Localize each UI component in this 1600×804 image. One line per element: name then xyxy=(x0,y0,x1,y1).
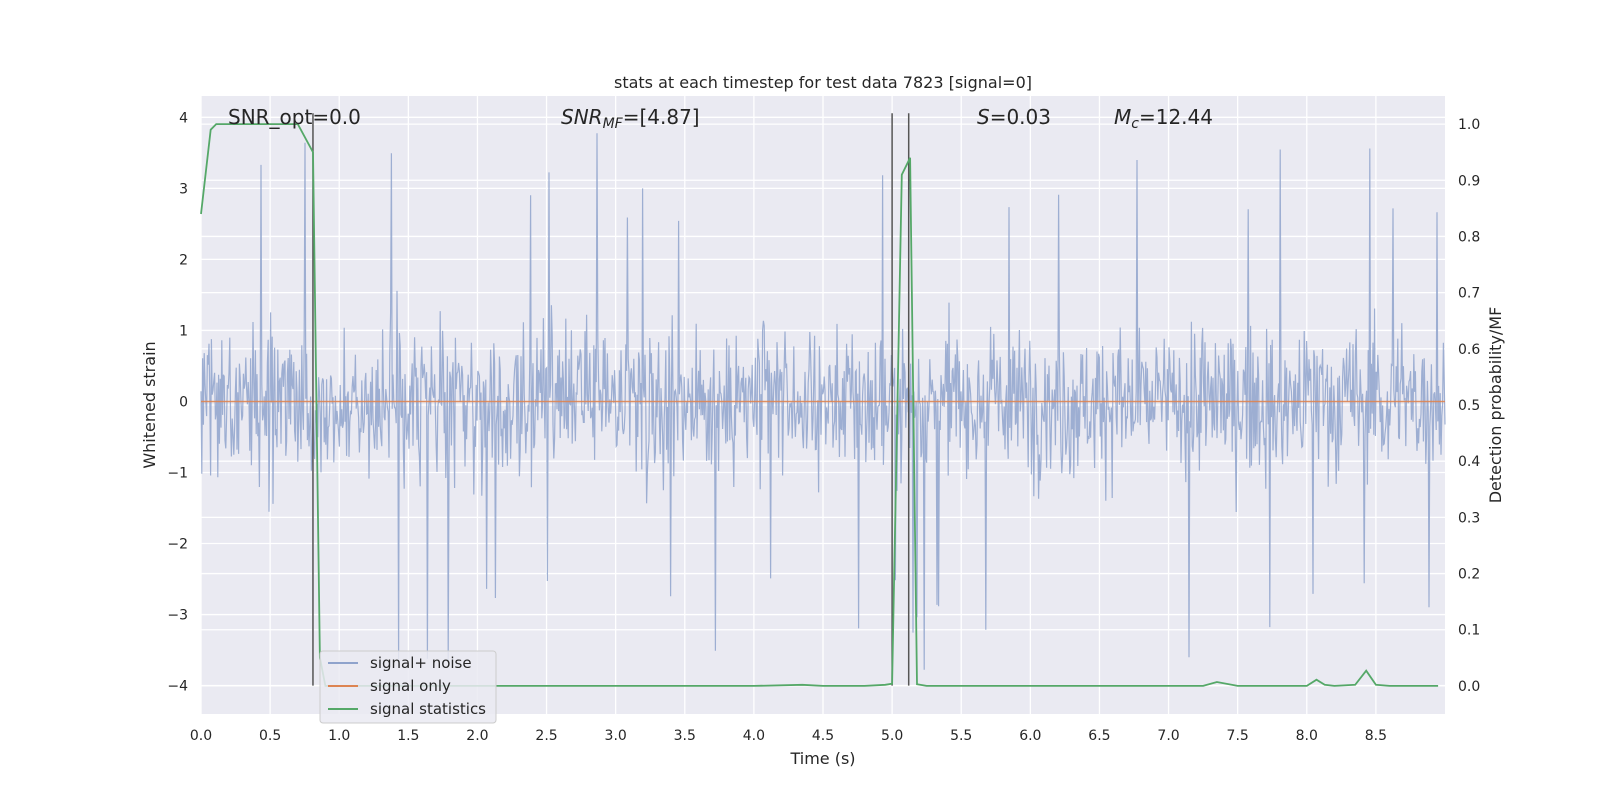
annotation-mc-value: =12.44 xyxy=(1139,105,1213,129)
x-tick-label: 7.0 xyxy=(1157,728,1179,744)
y-right-tick-label: 0.1 xyxy=(1458,623,1480,639)
legend-label-signal-only: signal only xyxy=(370,677,451,695)
y-left-tick-label: −3 xyxy=(167,608,188,624)
y-left-tick-label: 0 xyxy=(179,394,188,410)
y-right-tick-label: 0.4 xyxy=(1458,454,1480,470)
annotation-snr-opt: SNR_opt=0.0 xyxy=(228,105,361,129)
x-tick-label: 8.0 xyxy=(1296,728,1318,744)
noise-series xyxy=(200,133,1446,670)
noise-trace xyxy=(200,133,1446,670)
y-right-tick-label: 0.6 xyxy=(1458,342,1480,358)
y-right-tick-label: 0.5 xyxy=(1458,398,1480,414)
y-right-tick-label: 0.8 xyxy=(1458,229,1480,245)
y-right-tick-label: 0.0 xyxy=(1458,679,1480,695)
x-tick-label: 7.5 xyxy=(1227,728,1249,744)
x-tick-label: 3.0 xyxy=(605,728,627,744)
y-right-tick-labels: 1.0 0.9 0.8 0.7 0.6 0.5 0.4 0.3 0.2 0.1 0.0 xyxy=(1458,117,1480,695)
y-left-tick-label: 1 xyxy=(179,323,188,339)
x-tick-label: 5.5 xyxy=(950,728,972,744)
y-left-tick-label: −2 xyxy=(167,537,188,553)
y-right-tick-label: 0.7 xyxy=(1458,286,1480,302)
annotation-snr-mf-prefix: SNR xyxy=(561,105,603,129)
legend: signal+ noise signal only signal statist… xyxy=(319,650,497,724)
x-tick-label: 1.0 xyxy=(328,728,350,744)
annotation-snr-mf: SNRMF=[4.87] xyxy=(561,105,700,132)
annotation-snr-mf-sub: MF xyxy=(603,116,624,132)
y-left-tick-label: 2 xyxy=(179,252,188,268)
x-tick-label: 4.5 xyxy=(812,728,834,744)
annotation-snr-mf-value: =[4.87] xyxy=(623,105,700,129)
y-right-tick-label: 0.9 xyxy=(1458,173,1480,189)
signal-statistics-line xyxy=(200,123,1439,687)
x-tick-label: 5.0 xyxy=(881,728,903,744)
y-left-tick-label: −1 xyxy=(167,465,188,481)
x-tick-label: 2.5 xyxy=(535,728,557,744)
annotation-mc-symbol: M xyxy=(1114,105,1131,129)
y-right-tick-label: 0.2 xyxy=(1458,567,1480,583)
x-tick-label: 2.0 xyxy=(466,728,488,744)
annotation-s-symbol: S xyxy=(977,105,990,129)
x-tick-label: 1.5 xyxy=(397,728,419,744)
annotation-mc: Mc=12.44 xyxy=(1114,105,1213,132)
annotation-s: S=0.03 xyxy=(977,105,1051,129)
y-right-tick-label: 0.3 xyxy=(1458,510,1480,526)
x-tick-label: 0.0 xyxy=(190,728,212,744)
x-tick-label: 0.5 xyxy=(259,728,281,744)
annotation-s-value: =0.03 xyxy=(990,105,1051,129)
y-left-tick-label: −4 xyxy=(167,679,188,695)
y-right-tick-label: 1.0 xyxy=(1458,117,1480,133)
y-left-tick-label: 4 xyxy=(179,110,188,126)
legend-label-noise: signal+ noise xyxy=(370,654,472,672)
x-axis-label: Time (s) xyxy=(789,749,855,768)
y-right-axis-label: Detection probability/MF xyxy=(1486,307,1505,504)
y-left-tick-labels: 4 3 2 1 0 −1 −2 −3 −4 xyxy=(167,110,188,694)
x-tick-label: 3.5 xyxy=(674,728,696,744)
chart-title: stats at each timestep for test data 782… xyxy=(614,73,1032,92)
x-tick-label: 4.0 xyxy=(743,728,765,744)
x-tick-label: 6.5 xyxy=(1088,728,1110,744)
x-tick-label: 8.5 xyxy=(1365,728,1387,744)
x-tick-label: 6.0 xyxy=(1019,728,1041,744)
x-tick-labels: 0.0 0.5 1.0 1.5 2.0 2.5 3.0 3.5 4.0 4.5 5.0 5.5 6.0 6… xyxy=(190,728,1387,744)
y-left-axis-label: Whitened strain xyxy=(140,341,159,468)
y-left-tick-label: 3 xyxy=(179,181,188,197)
annotation-mc-sub: c xyxy=(1131,116,1139,132)
legend-box xyxy=(319,650,497,724)
legend-label-statistics: signal statistics xyxy=(370,700,486,718)
